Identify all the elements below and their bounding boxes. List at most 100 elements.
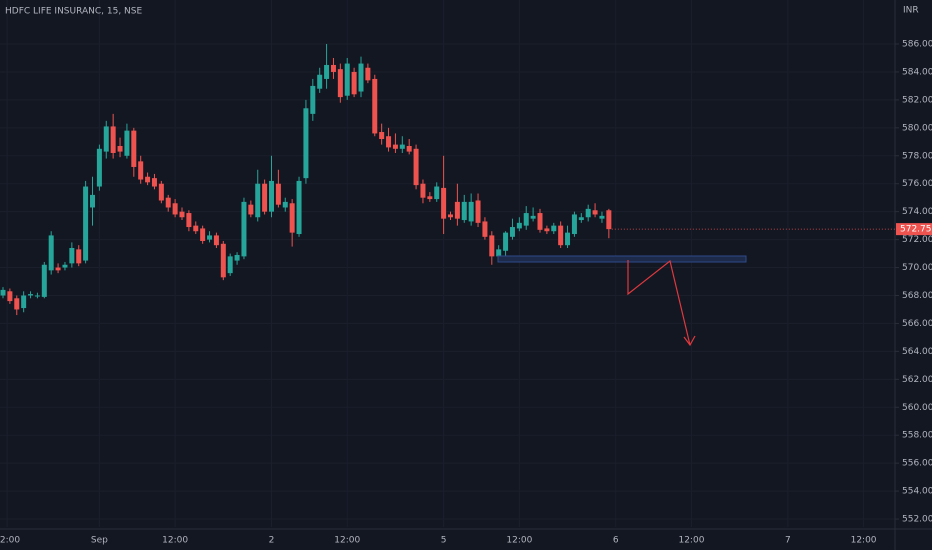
y-tick-label: 568.00 <box>902 291 932 301</box>
candle-body <box>454 201 460 219</box>
candle-body <box>324 64 330 79</box>
x-tick-label: 7 <box>785 536 791 546</box>
candle-body <box>193 225 199 232</box>
candle-body <box>103 126 109 152</box>
x-tick-label: 2 <box>269 536 275 546</box>
candle-body <box>592 210 598 215</box>
candle-body <box>379 132 385 140</box>
candle-body <box>96 148 102 187</box>
candle-body <box>41 264 47 297</box>
candle-body <box>269 180 274 212</box>
y-tick-label: 562.00 <box>902 375 932 385</box>
candle-body <box>262 183 268 212</box>
support-zone <box>497 255 747 263</box>
x-tick-label: 12:00 <box>678 536 704 546</box>
x-tick-label: Sep <box>91 536 108 546</box>
y-tick-label: 582.00 <box>902 95 932 105</box>
candle-body <box>406 146 412 152</box>
candle-body <box>14 298 20 310</box>
candle-body <box>282 201 288 208</box>
candle-body <box>275 183 281 205</box>
candle-body <box>351 71 357 95</box>
candle-body <box>420 183 426 198</box>
candle-body <box>599 215 605 219</box>
candle-body <box>165 197 171 208</box>
candle-body <box>248 204 254 215</box>
x-tick-label: 12:00 <box>334 536 360 546</box>
candle-body <box>537 213 543 230</box>
candle-body <box>83 186 89 261</box>
x-tick-label: 5 <box>441 536 447 546</box>
candle-body <box>585 208 591 218</box>
y-tick-label: 560.00 <box>902 403 932 413</box>
candle-body <box>158 183 164 201</box>
candle-body <box>145 176 151 183</box>
candle-body <box>516 222 522 229</box>
candle-body <box>606 210 612 230</box>
y-tick-label: 570.00 <box>902 263 932 273</box>
grid <box>0 0 895 527</box>
x-tick-label: 6 <box>613 536 619 546</box>
candle-body <box>317 74 323 89</box>
candle-body <box>62 264 68 268</box>
candle-body <box>241 201 247 257</box>
x-tick-label: 12:00 <box>506 536 532 546</box>
candle-body <box>337 69 343 98</box>
candle-body <box>48 235 54 271</box>
candle-body <box>558 225 564 246</box>
y-tick-label: 552.00 <box>902 515 932 525</box>
candle-body <box>303 108 309 179</box>
y-tick-label: 556.00 <box>902 459 932 469</box>
projection-arrow <box>627 259 691 346</box>
candle-body <box>427 196 433 200</box>
candle-body <box>441 187 447 219</box>
candle-body <box>186 213 192 228</box>
candle-body <box>28 294 34 296</box>
candle-body <box>434 186 440 200</box>
last-price-tag <box>896 223 932 236</box>
candle-body <box>227 256 233 274</box>
candle-body <box>90 194 95 208</box>
candle-body <box>117 146 123 152</box>
candle-body <box>413 148 419 186</box>
candle-body <box>544 228 550 232</box>
candles <box>0 44 612 316</box>
candle-body <box>138 161 144 180</box>
candle-body <box>530 215 536 219</box>
candle-body <box>0 289 6 296</box>
candle-body <box>482 221 488 237</box>
candle-body <box>489 235 495 257</box>
candle-body <box>372 78 378 134</box>
candle-body <box>207 235 213 240</box>
candle-body <box>110 126 116 153</box>
y-tick-label: 584.00 <box>902 67 932 77</box>
candle-body <box>551 225 557 232</box>
candle-body <box>69 247 75 264</box>
candle-body <box>200 228 206 242</box>
candle-body <box>76 249 82 264</box>
candle-body <box>386 136 392 148</box>
candle-body <box>55 267 61 271</box>
candle-body <box>220 243 226 278</box>
x-tick-label: 12:00 <box>851 536 877 546</box>
x-tick-label: 12:00 <box>0 536 20 546</box>
y-tick-label: 572.00 <box>902 235 932 245</box>
candle-body <box>234 254 240 261</box>
y-tick-label: 580.00 <box>902 123 932 133</box>
candle-body <box>21 295 27 309</box>
candle-body <box>151 178 157 187</box>
candle-body <box>330 64 336 72</box>
candle-body <box>468 201 474 222</box>
candle-body <box>179 211 185 218</box>
x-tick-label: 12:00 <box>162 536 188 546</box>
candle-body <box>213 235 219 246</box>
candle-body <box>365 67 371 81</box>
y-tick-label: 554.00 <box>902 487 932 497</box>
candle-body <box>496 249 502 257</box>
candle-body <box>578 217 584 221</box>
candle-body <box>571 214 577 235</box>
candle-body <box>565 232 571 246</box>
candle-body <box>399 144 405 149</box>
y-tick-label: 566.00 <box>902 319 932 329</box>
